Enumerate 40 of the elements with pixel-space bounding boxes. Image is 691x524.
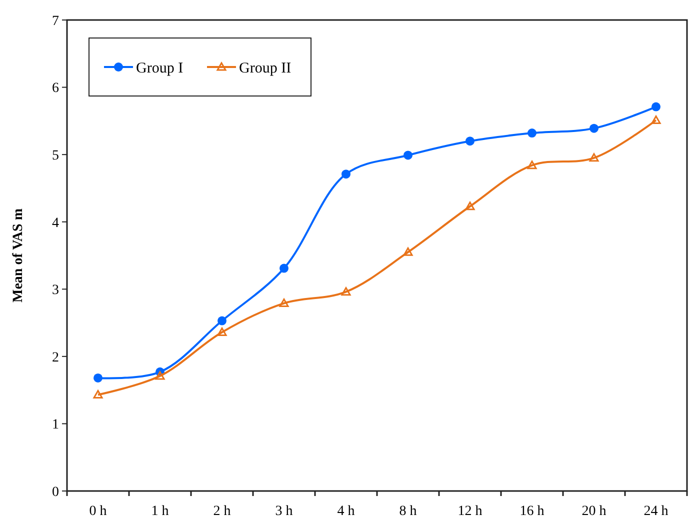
x-tick-label: 4 h	[337, 504, 355, 519]
x-tick-label: 12 h	[458, 504, 482, 519]
x-tick-label: 3 h	[275, 504, 293, 519]
x-tick-label: 20 h	[582, 504, 606, 519]
point	[651, 116, 661, 124]
y-tick-label: 2	[52, 350, 59, 366]
y-tick-label: 5	[52, 148, 59, 164]
point	[528, 128, 536, 138]
point	[217, 327, 227, 336]
y-axis-title: Mean of VAS m	[11, 208, 26, 302]
y-tick-label: 6	[52, 81, 59, 96]
x-tick-label: 16 h	[520, 504, 544, 519]
y-tick-label: 0	[52, 484, 59, 500]
point	[279, 298, 289, 308]
point	[94, 373, 102, 382]
y-tick-label: 1	[52, 418, 59, 433]
legend-label: Group II	[239, 60, 292, 76]
point	[218, 316, 226, 326]
y-tick-label: 4	[52, 216, 59, 231]
x-tick-label: 2 h	[213, 504, 231, 519]
x-tick-label: 1 h	[151, 504, 169, 519]
point	[280, 264, 288, 273]
y-tick-label: 3	[52, 283, 59, 298]
point	[93, 390, 103, 399]
y-tick-label: 7	[52, 14, 59, 29]
point	[404, 150, 412, 160]
x-tick-label: 8 h	[399, 504, 417, 519]
point	[652, 102, 660, 112]
x-tick-label: 0 h	[89, 504, 107, 519]
point	[465, 202, 475, 210]
point	[155, 371, 165, 380]
point	[341, 287, 351, 296]
point	[527, 160, 537, 170]
point	[589, 153, 599, 162]
legend-label: Group I	[136, 60, 184, 76]
point	[403, 247, 413, 256]
point	[342, 170, 350, 179]
point	[466, 136, 474, 146]
point	[590, 124, 598, 133]
x-tick-label: 24 h	[644, 504, 668, 519]
